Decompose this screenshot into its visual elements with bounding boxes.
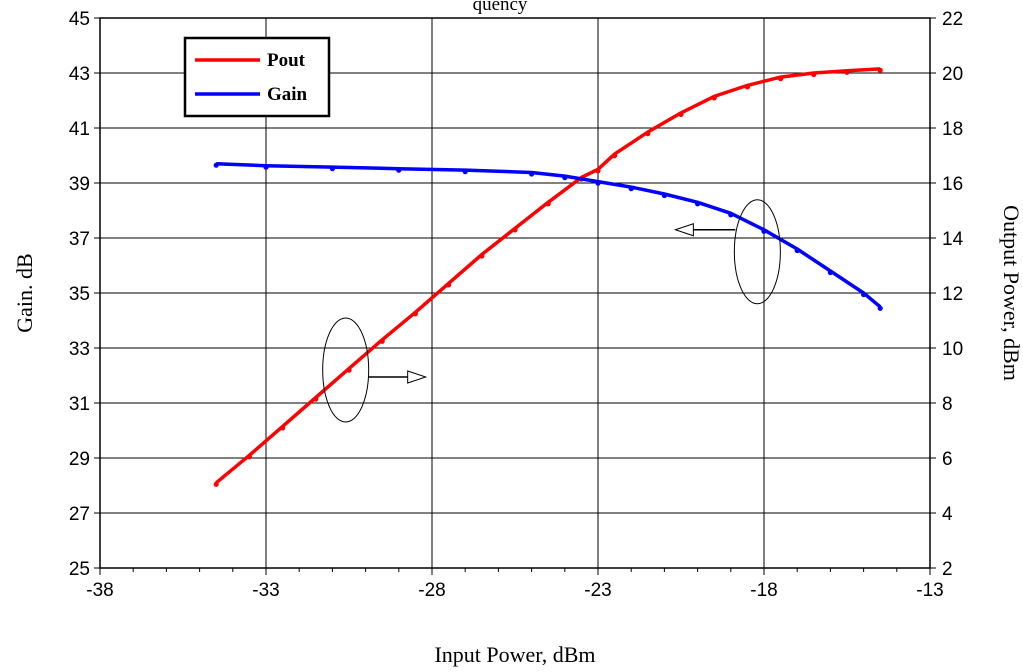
data-point-pout [280,425,286,431]
annotation-arrow-head [407,370,428,384]
data-point-pout [346,367,352,373]
data-point-gain [595,180,601,186]
x-tick-label: -23 [584,580,611,601]
data-point-pout [711,95,717,101]
data-point-gain [695,201,701,207]
data-point-pout [313,396,319,402]
x-axis-title: Input Power, dBm [434,642,595,667]
annotation-ellipse-gain [733,199,781,305]
data-point-pout [512,227,518,233]
y-right-tick-label: 8 [942,394,953,415]
annotation-arrow-head [673,223,694,237]
x-tick-label: -13 [916,580,943,601]
data-point-pout [877,67,883,73]
y-right-tick-label: 4 [942,504,953,525]
data-point-gain [628,186,634,192]
y-axis-left-title: Gain. dB [12,253,37,332]
series-line-pout [215,67,881,485]
y-right-tick-label: 10 [942,339,963,360]
y-right-tick-label: 18 [942,119,963,140]
data-point-gain [213,162,219,168]
x-tick-label: -33 [252,580,279,601]
series-layer [213,67,883,487]
y-right-tick-label: 12 [942,284,963,305]
y-left-tick-label: 33 [69,339,90,360]
data-point-gain [329,166,335,172]
data-point-gain [728,212,734,218]
data-point-gain [761,228,767,234]
data-point-pout [213,481,219,487]
data-point-gain [794,247,800,254]
data-point-gain [877,305,883,311]
annotation-layer [322,199,781,423]
plot-frame [99,17,931,569]
legend-label-gain: Gain [267,84,308,105]
data-point-pout [744,84,751,90]
series-line-gain [216,161,882,309]
data-point-gain [562,175,568,181]
data-point-pout [379,338,385,344]
chart-title: quency [473,0,528,15]
y-left-tick-label: 35 [69,284,90,305]
data-point-pout [612,153,618,159]
data-point-pout [412,311,418,317]
data-point-pout [479,253,485,259]
data-point-gain [827,269,834,276]
y-left-tick-label: 45 [69,9,90,30]
x-tick-label: -18 [750,580,777,601]
annotation-ellipse-pout [322,317,370,423]
x-tick-labels: -38 -33 -28 -23 -18 -13 [86,580,943,601]
data-point-gain [861,291,867,298]
y-left-tick-label: 27 [69,504,90,525]
y-right-tick-label: 2 [942,559,953,580]
y-right-tick-label: 14 [942,229,964,250]
y-right-tick-label: 22 [942,9,963,30]
data-point-pout [811,71,817,78]
data-point-pout [778,76,784,82]
x-tick-label: -28 [418,580,445,601]
data-point-pout [446,282,452,288]
data-point-pout [595,168,601,174]
data-point-pout [844,69,850,75]
grid [94,17,936,575]
y-right-tick-label: 6 [942,449,953,470]
y-axis-right-title: Output Power, dBm [999,205,1023,381]
y-right-tick-label: 16 [942,174,963,195]
data-point-pout [545,201,551,207]
y-left-tick-label: 43 [69,64,90,85]
left-tick-labels: 25 27 29 31 33 35 37 39 41 43 45 [69,9,90,580]
data-point-gain [396,167,402,173]
data-point-pout [678,111,684,117]
y-left-tick-label: 37 [69,229,90,250]
y-right-tick-label: 20 [942,64,963,85]
y-left-tick-label: 25 [69,559,90,580]
data-point-gain [529,171,535,177]
x-tick-label: -38 [86,580,113,601]
right-tick-labels: 2 4 6 8 10 12 14 16 18 20 22 [942,9,964,580]
y-left-tick-label: 39 [69,174,90,195]
data-point-gain [462,169,468,175]
y-left-tick-label: 29 [69,449,90,470]
legend-box [183,36,331,118]
legend-label-pout: Pout [267,50,306,71]
y-left-tick-label: 31 [69,394,90,415]
data-point-gain [661,192,668,199]
legend: Pout Gain [183,36,331,118]
data-point-pout [246,454,252,460]
y-left-tick-label: 41 [69,119,90,140]
data-point-gain [263,164,269,170]
data-point-pout [645,131,651,137]
